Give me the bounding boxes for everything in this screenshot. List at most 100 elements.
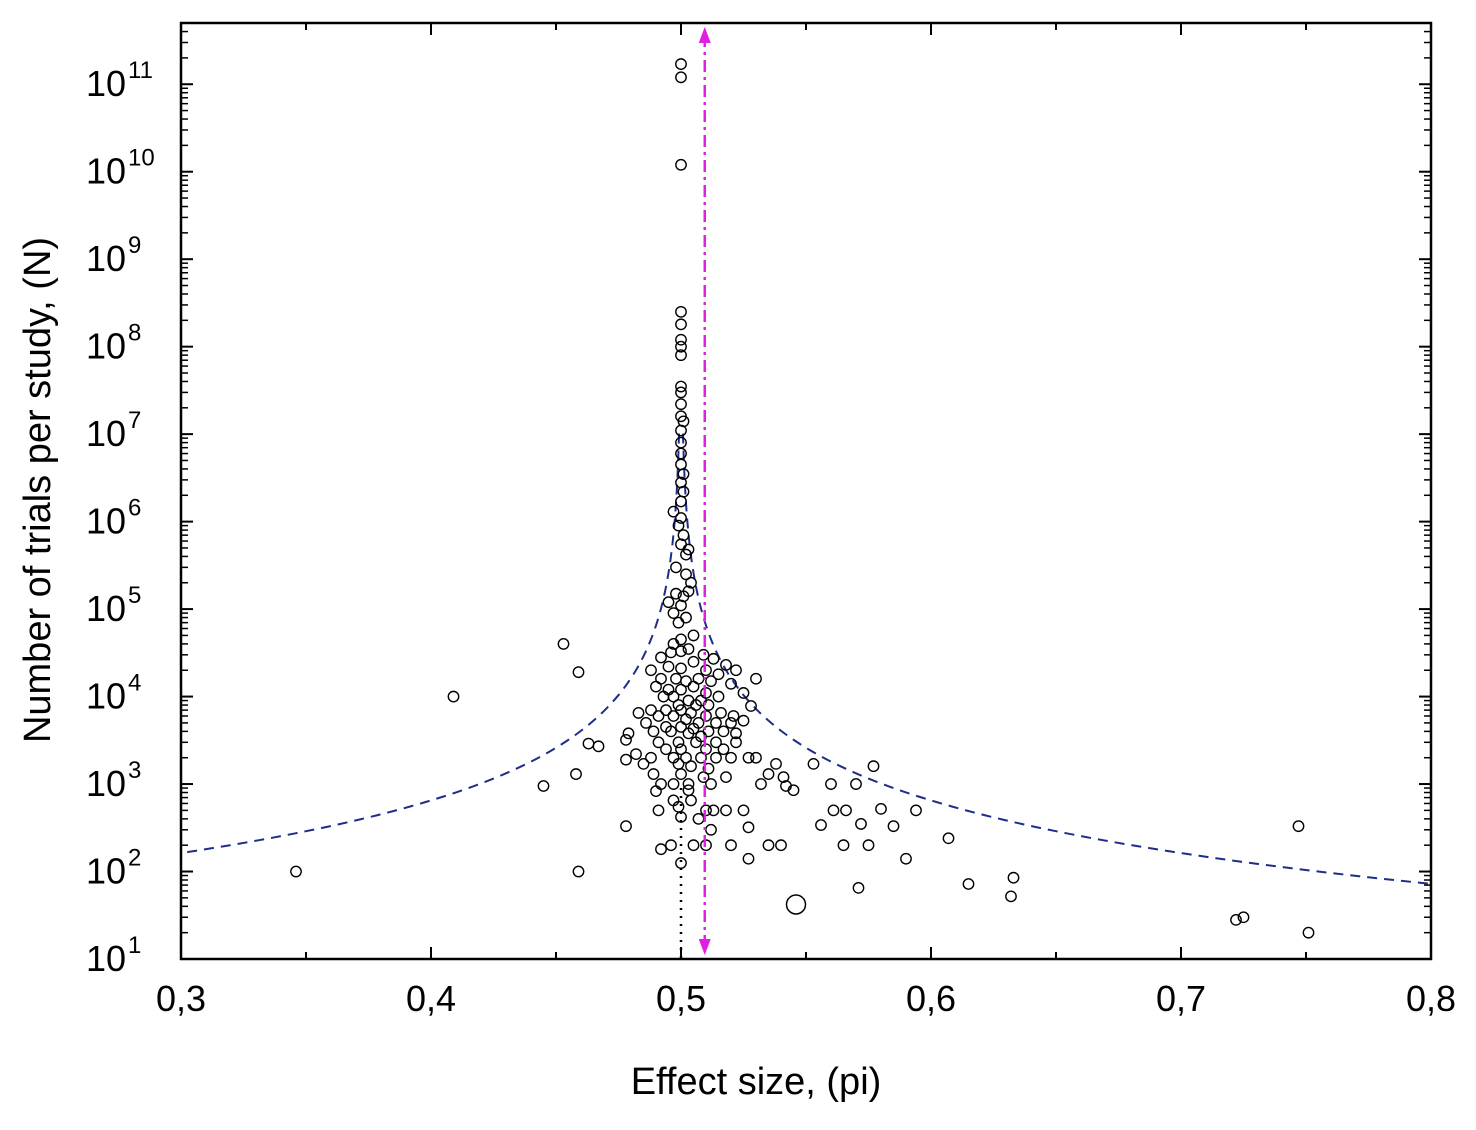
data-point bbox=[777, 771, 790, 784]
x-tick-label: 0,3 bbox=[156, 978, 206, 1019]
data-point bbox=[1292, 820, 1305, 833]
data-point bbox=[655, 843, 667, 856]
data-point bbox=[692, 812, 705, 825]
data-point bbox=[695, 751, 707, 764]
data-point bbox=[680, 568, 692, 581]
mean-arrow-bottom bbox=[698, 939, 711, 955]
plot-frame bbox=[179, 21, 1433, 961]
data-point bbox=[677, 485, 690, 498]
y-tick-exponent: 9 bbox=[128, 232, 141, 259]
data-point bbox=[710, 717, 722, 729]
data-point bbox=[662, 683, 675, 696]
data-point bbox=[867, 760, 880, 773]
data-point bbox=[737, 714, 750, 727]
x-tick-label: 0,7 bbox=[1156, 978, 1206, 1019]
data-point bbox=[620, 753, 632, 766]
data-point bbox=[807, 757, 820, 770]
data-point bbox=[725, 677, 737, 690]
data-point bbox=[652, 710, 665, 722]
data-point bbox=[447, 690, 460, 703]
data-point bbox=[645, 664, 657, 677]
data-point bbox=[647, 725, 660, 738]
data-point bbox=[665, 839, 677, 852]
data-point bbox=[675, 424, 687, 437]
data-point bbox=[682, 784, 695, 797]
data-point bbox=[675, 333, 687, 346]
y-tick-label: 10 bbox=[86, 938, 126, 979]
data-point bbox=[827, 804, 840, 817]
data-point bbox=[725, 751, 737, 764]
data-point bbox=[720, 659, 732, 671]
data-point bbox=[645, 704, 657, 717]
data-point bbox=[572, 865, 585, 878]
data-point bbox=[675, 447, 687, 460]
data-point bbox=[730, 664, 742, 677]
data-point bbox=[620, 820, 632, 833]
data-point bbox=[675, 58, 687, 70]
data-point bbox=[675, 683, 687, 696]
y-tick-label: 10 bbox=[86, 238, 126, 279]
data-point bbox=[667, 710, 680, 722]
data-point bbox=[1302, 926, 1315, 939]
data-point bbox=[770, 757, 782, 770]
mean-arrow-top bbox=[698, 27, 711, 43]
data-point bbox=[730, 736, 742, 749]
data-point bbox=[662, 596, 675, 609]
data-point bbox=[855, 818, 867, 830]
y-tick-exponent: 7 bbox=[128, 407, 141, 434]
data-point bbox=[742, 852, 755, 865]
data-point bbox=[942, 832, 955, 845]
data-point bbox=[742, 821, 755, 834]
data-point bbox=[675, 768, 687, 780]
data-point bbox=[675, 458, 687, 471]
data-point bbox=[687, 839, 700, 852]
data-point bbox=[675, 662, 687, 675]
funnel-curve-left bbox=[181, 433, 680, 855]
data-point bbox=[712, 690, 725, 703]
data-point bbox=[675, 857, 687, 869]
data-point bbox=[710, 736, 722, 749]
data-point bbox=[682, 727, 695, 740]
data-point bbox=[682, 778, 695, 790]
y-tick-exponent: 10 bbox=[128, 145, 155, 172]
data-point bbox=[910, 804, 922, 817]
data-point bbox=[675, 743, 687, 756]
y-tick-label: 10 bbox=[86, 588, 126, 629]
y-tick-exponent: 8 bbox=[128, 320, 141, 347]
data-point bbox=[680, 611, 692, 624]
data-point bbox=[665, 725, 677, 738]
funnel-curve-right bbox=[682, 433, 1431, 885]
plot-area bbox=[181, 27, 1431, 959]
data-point bbox=[290, 865, 302, 878]
data-point bbox=[687, 629, 700, 642]
data-point bbox=[680, 548, 692, 561]
data-point bbox=[715, 707, 727, 719]
y-tick-exponent: 2 bbox=[128, 845, 141, 872]
data-point bbox=[680, 751, 692, 764]
data-point bbox=[787, 784, 800, 797]
data-point bbox=[852, 881, 865, 894]
data-point bbox=[675, 398, 687, 411]
y-tick-exponent: 6 bbox=[128, 495, 141, 522]
y-tick-label: 10 bbox=[86, 676, 126, 717]
y-tick-label: 10 bbox=[86, 151, 126, 192]
data-point bbox=[672, 519, 685, 532]
data-point bbox=[750, 751, 762, 764]
y-tick-label: 10 bbox=[86, 326, 126, 367]
y-tick-exponent: 3 bbox=[128, 757, 141, 784]
data-point bbox=[657, 690, 670, 703]
data-point bbox=[727, 710, 740, 722]
data-point bbox=[660, 704, 672, 717]
data-point bbox=[537, 780, 550, 792]
data-point bbox=[670, 561, 682, 574]
data-point bbox=[685, 794, 697, 807]
data-point bbox=[667, 690, 680, 703]
data-point bbox=[850, 778, 862, 790]
data-point bbox=[582, 737, 595, 750]
data-point bbox=[875, 802, 887, 815]
data-point bbox=[775, 839, 787, 852]
data-point bbox=[632, 707, 645, 719]
data-point bbox=[1230, 913, 1242, 926]
x-tick-label: 0,6 bbox=[906, 978, 956, 1019]
data-point bbox=[675, 811, 687, 823]
